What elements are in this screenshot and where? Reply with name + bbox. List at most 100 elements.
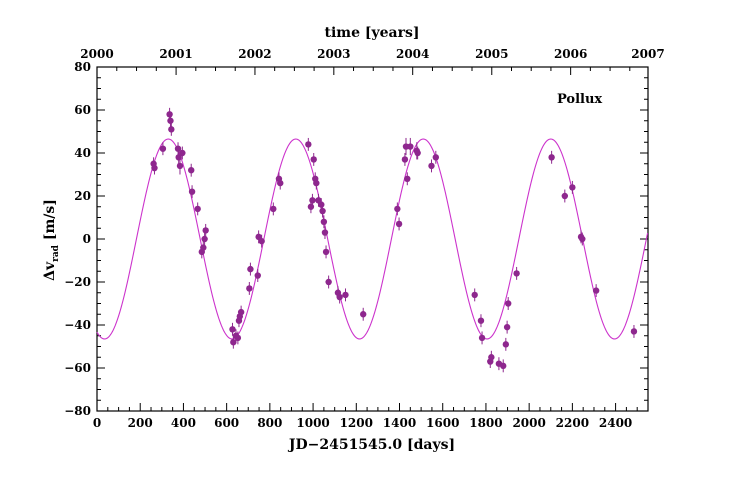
data-point xyxy=(234,331,242,345)
y-axis-title: Δvrad [m/s] xyxy=(42,199,61,281)
data-point xyxy=(342,288,349,302)
data-point xyxy=(579,232,586,246)
data-point xyxy=(270,202,277,216)
point-marker xyxy=(395,220,403,228)
point-marker xyxy=(432,154,440,161)
point-marker xyxy=(176,162,184,170)
point-marker xyxy=(322,248,330,256)
data-point xyxy=(229,322,236,336)
point-marker xyxy=(548,154,555,161)
point-marker xyxy=(488,354,495,361)
point-marker xyxy=(404,175,411,182)
x-tick-label: 400 xyxy=(171,416,196,430)
point-marker xyxy=(201,235,208,243)
y-tick-label: −20 xyxy=(64,275,91,289)
data-point xyxy=(151,161,158,175)
data-point xyxy=(322,245,330,259)
data-point xyxy=(500,359,507,373)
data-point xyxy=(569,180,576,194)
data-point xyxy=(310,153,317,166)
point-marker xyxy=(592,287,600,294)
data-point xyxy=(200,241,207,255)
data-points-layer xyxy=(150,107,638,373)
point-marker xyxy=(254,272,261,279)
data-point xyxy=(432,150,440,164)
plot-frame xyxy=(96,66,649,412)
point-marker xyxy=(202,227,209,234)
point-marker xyxy=(270,205,277,213)
y-tick-label: −60 xyxy=(64,361,91,375)
data-point xyxy=(548,150,555,164)
y-axis-title-subscript: rad xyxy=(51,244,61,262)
point-marker xyxy=(630,328,638,335)
data-point xyxy=(201,232,208,246)
y-tick-label: −40 xyxy=(64,318,91,332)
data-point xyxy=(313,176,320,190)
y-axis: −80 −60 −40 −20 0 20 40 60 80 xyxy=(64,60,648,418)
fit-curve-layer xyxy=(96,138,649,340)
data-point xyxy=(321,226,329,239)
data-point xyxy=(592,284,600,298)
x-tick-label: 0 xyxy=(93,416,101,430)
x-tick-label: 1600 xyxy=(426,416,459,430)
y-tick-label: −80 xyxy=(64,404,91,418)
point-marker xyxy=(229,326,236,333)
point-marker xyxy=(579,235,586,243)
data-point xyxy=(404,172,411,186)
star-name-annotation: Pollux xyxy=(557,92,602,107)
y-axis-title-unit: [m/s] xyxy=(42,199,58,245)
data-point xyxy=(414,146,421,160)
y-tick-label: 60 xyxy=(74,103,91,117)
data-point xyxy=(401,153,409,166)
y-tick-label: 80 xyxy=(74,60,91,74)
point-marker xyxy=(188,188,196,195)
point-marker xyxy=(318,201,325,208)
data-point xyxy=(503,320,511,334)
data-point xyxy=(176,157,184,175)
data-point xyxy=(174,142,182,156)
point-marker xyxy=(237,308,245,316)
x-tick-label: 1400 xyxy=(383,416,416,430)
data-point xyxy=(395,217,403,231)
x-axis: 0 200 400 600 800 1000 1200 1400 1600 1800 2000 220… xyxy=(93,403,649,430)
data-point xyxy=(360,307,367,321)
data-point xyxy=(478,331,486,345)
point-marker xyxy=(194,205,201,213)
x-tick-label: 1200 xyxy=(340,416,373,430)
data-point xyxy=(502,337,510,351)
point-marker xyxy=(159,145,167,152)
data-point xyxy=(167,114,174,128)
x-tick-label: 2000 xyxy=(512,416,545,430)
top-tick-label: 2002 xyxy=(238,47,271,61)
point-marker xyxy=(321,229,329,236)
x-tick-label: 2200 xyxy=(556,416,589,430)
data-point xyxy=(488,350,495,364)
x-tick-label: 1000 xyxy=(296,416,329,430)
point-marker xyxy=(320,218,328,225)
data-point xyxy=(320,215,328,229)
y-axis-title-main: Δv xyxy=(42,261,58,281)
y-tick-label: 40 xyxy=(74,146,91,160)
point-marker xyxy=(313,179,320,187)
x-tick-label: 600 xyxy=(214,416,239,430)
point-marker xyxy=(305,141,312,148)
point-marker xyxy=(277,179,284,187)
point-marker xyxy=(188,167,195,174)
data-point xyxy=(471,288,478,302)
point-marker xyxy=(394,205,401,213)
data-point xyxy=(513,266,520,280)
data-point xyxy=(277,176,284,190)
data-point xyxy=(254,269,261,282)
data-point xyxy=(168,122,175,136)
data-point xyxy=(159,142,167,156)
plot-border xyxy=(96,66,649,412)
point-marker xyxy=(478,334,486,342)
x-tick-label: 800 xyxy=(257,416,282,430)
point-marker xyxy=(414,149,421,157)
point-marker xyxy=(336,293,343,301)
point-marker xyxy=(319,207,326,215)
point-marker xyxy=(167,117,174,124)
point-marker xyxy=(401,156,409,163)
point-marker xyxy=(500,362,507,370)
point-marker xyxy=(307,203,315,210)
